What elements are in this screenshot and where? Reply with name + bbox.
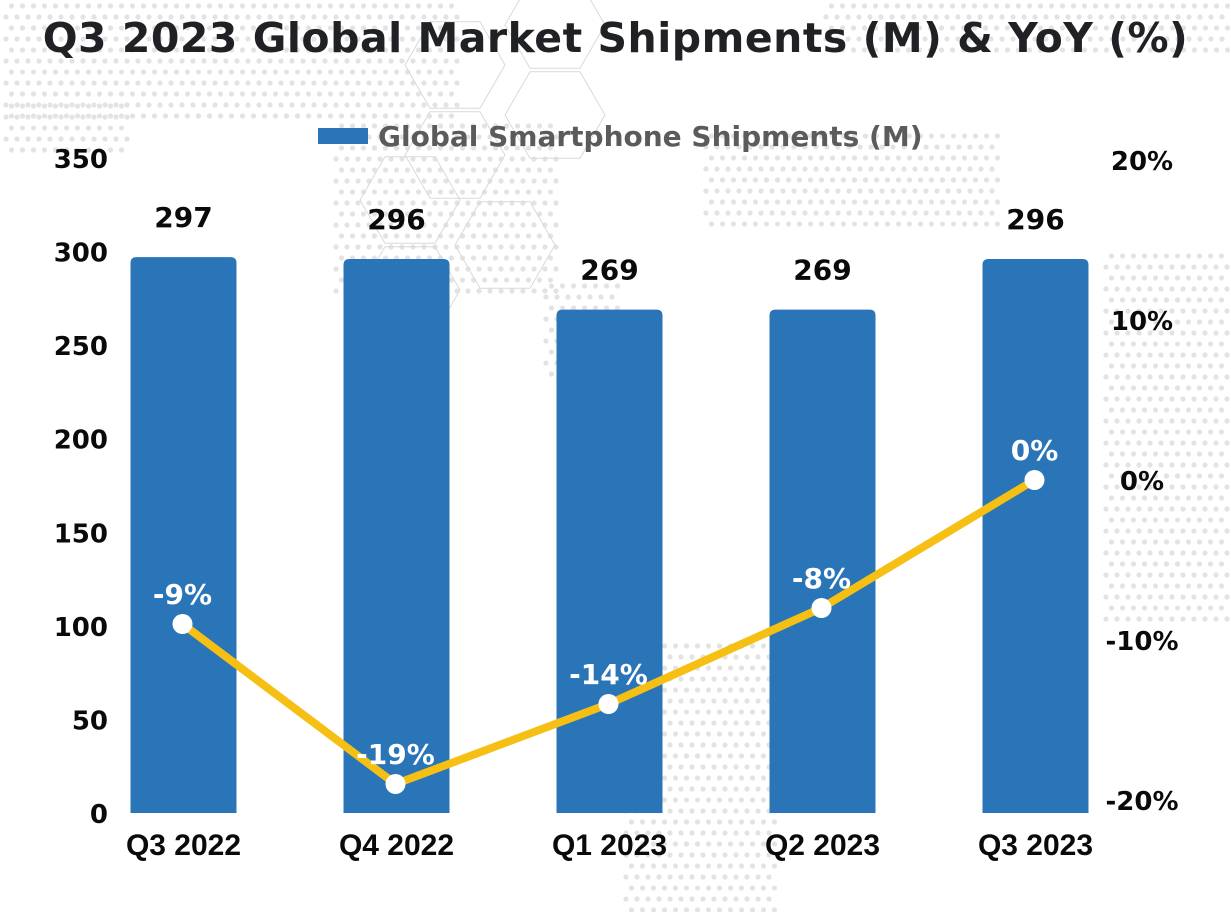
- bar-data-labels: 297 296 269 269 296: [154, 201, 1064, 286]
- bar: [982, 259, 1089, 813]
- line-marker: [811, 598, 832, 618]
- category-axis-labels: Q3 2022 Q4 2022 Q1 2023 Q2 2023 Q3 2023: [126, 829, 1093, 862]
- right-tick-label: 10%: [1111, 307, 1173, 337]
- right-tick-label: -10%: [1105, 627, 1178, 657]
- line-value-label: -8%: [792, 562, 851, 595]
- legend: Global Smartphone Shipments (M): [318, 116, 923, 156]
- left-tick-label: 200: [54, 426, 108, 456]
- line-data-labels: -9% -19% -14% -8% 0%: [153, 434, 1058, 771]
- hexagon-decoration: [359, 156, 461, 244]
- left-tick-label: 250: [54, 332, 108, 362]
- bar-value-label: 269: [580, 254, 638, 287]
- hexagon-decoration: [504, 71, 606, 159]
- bar: [556, 309, 663, 813]
- bar: [769, 309, 876, 813]
- category-label: Q3 2023: [978, 829, 1093, 862]
- category-label: Q2 2023: [765, 829, 880, 862]
- hexagon-decoration: [404, 111, 506, 199]
- line-marker: [598, 694, 619, 714]
- left-tick-label: 350: [54, 145, 108, 175]
- legend-label-shipments: Global Smartphone Shipments (M): [378, 119, 923, 153]
- line-value-label: -14%: [569, 658, 648, 691]
- category-label: Q3 2022: [126, 829, 241, 862]
- bar-series: [130, 257, 1089, 814]
- bar: [343, 259, 450, 813]
- bar: [130, 257, 237, 814]
- legend-swatch-shipments: [318, 128, 368, 144]
- line-value-label: -9%: [153, 578, 212, 611]
- hexagon-decoration: [404, 21, 506, 109]
- line-marker: [1024, 470, 1045, 490]
- left-tick-label: 300: [54, 239, 108, 269]
- category-label: Q4 2022: [339, 829, 454, 862]
- left-tick-label: 100: [54, 613, 108, 643]
- bar-value-label: 296: [1006, 203, 1064, 236]
- right-tick-label: 0%: [1120, 467, 1164, 497]
- line-marker: [385, 774, 406, 794]
- bar-value-label: 269: [793, 254, 851, 287]
- left-tick-label: 50: [72, 706, 108, 736]
- right-tick-label: -20%: [1105, 787, 1178, 817]
- bar-value-label: 297: [154, 201, 212, 234]
- left-axis-ticks: 0 50 100 150 200 250 300 350: [54, 145, 108, 830]
- bar-value-label: 296: [367, 203, 425, 236]
- category-label: Q1 2023: [552, 829, 667, 862]
- line-value-label: -19%: [356, 738, 435, 771]
- right-axis-ticks: -20% -10% 0% 10% 20%: [1105, 147, 1178, 817]
- line-value-label: 0%: [1011, 434, 1059, 467]
- chart-title: Q3 2023 Global Market Shipments (M) & Yo…: [42, 14, 1189, 62]
- left-tick-label: 150: [54, 519, 108, 549]
- hexagon-decoration: [454, 201, 556, 289]
- line-marker: [172, 614, 193, 634]
- hexagon-decoration: [504, 0, 606, 69]
- line-series: [172, 470, 1045, 794]
- right-tick-label: 20%: [1111, 147, 1173, 177]
- left-tick-label: 0: [90, 800, 108, 830]
